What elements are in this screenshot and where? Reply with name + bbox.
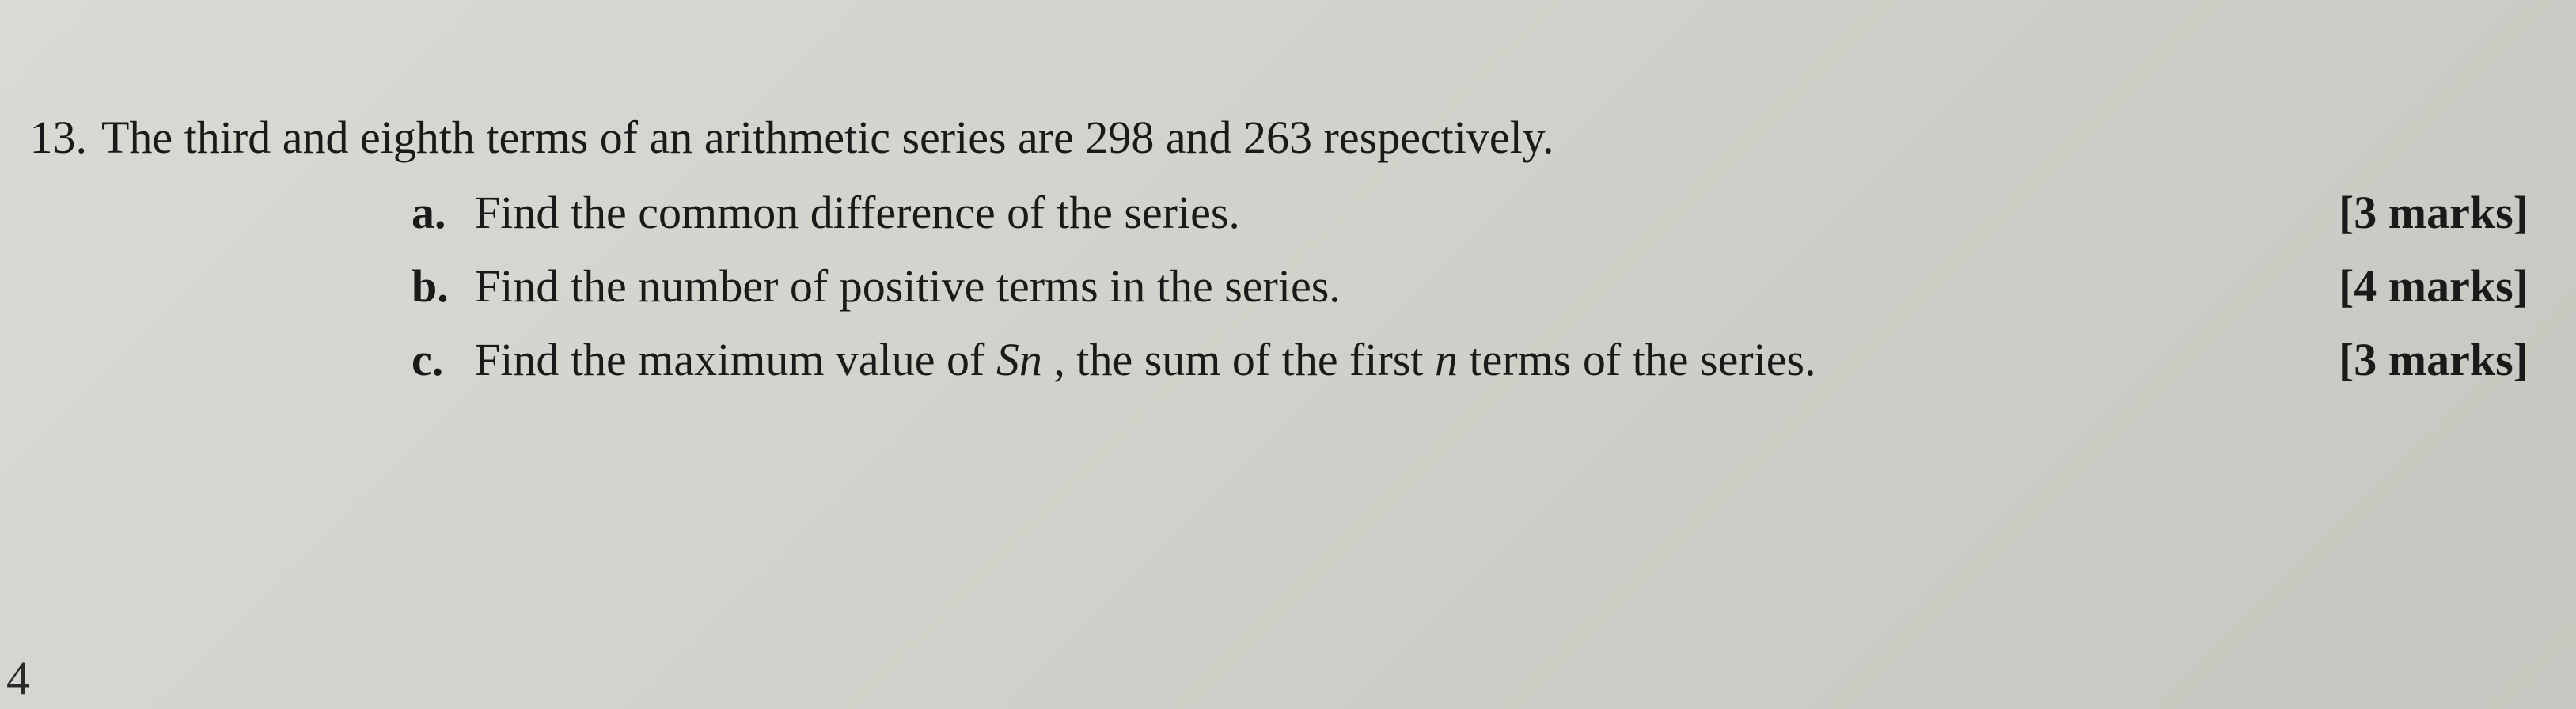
part-c-prefix: Find the maximum value of [475, 334, 996, 385]
part-b: b. Find the number of positive terms in … [412, 252, 2529, 320]
part-text: Find the number of positive terms in the… [475, 252, 2275, 320]
part-c-mid: , the sum of the first [1042, 334, 1435, 385]
question-parts: a. Find the common difference of the ser… [412, 178, 2529, 394]
part-marks: [4 marks] [2275, 252, 2529, 320]
part-label: c. [412, 325, 475, 394]
question-number: 13. [0, 103, 101, 172]
part-text: Find the maximum value of Sn , the sum o… [475, 325, 2275, 394]
part-label: a. [412, 178, 475, 247]
part-a: a. Find the common difference of the ser… [412, 178, 2529, 247]
part-marks: [3 marks] [2275, 178, 2529, 247]
page-footer-number: 4 [0, 651, 30, 709]
part-c-suffix: terms of the series. [1458, 334, 1816, 385]
part-c-var-sn: Sn [996, 334, 1042, 385]
part-c: c. Find the maximum value of Sn , the su… [412, 325, 2529, 394]
part-label: b. [412, 252, 475, 320]
part-text: Find the common difference of the series… [475, 178, 2275, 247]
part-marks: [3 marks] [2275, 325, 2529, 394]
part-c-var-n: n [1435, 334, 1458, 385]
question-stem: The third and eighth terms of an arithme… [101, 103, 2529, 172]
